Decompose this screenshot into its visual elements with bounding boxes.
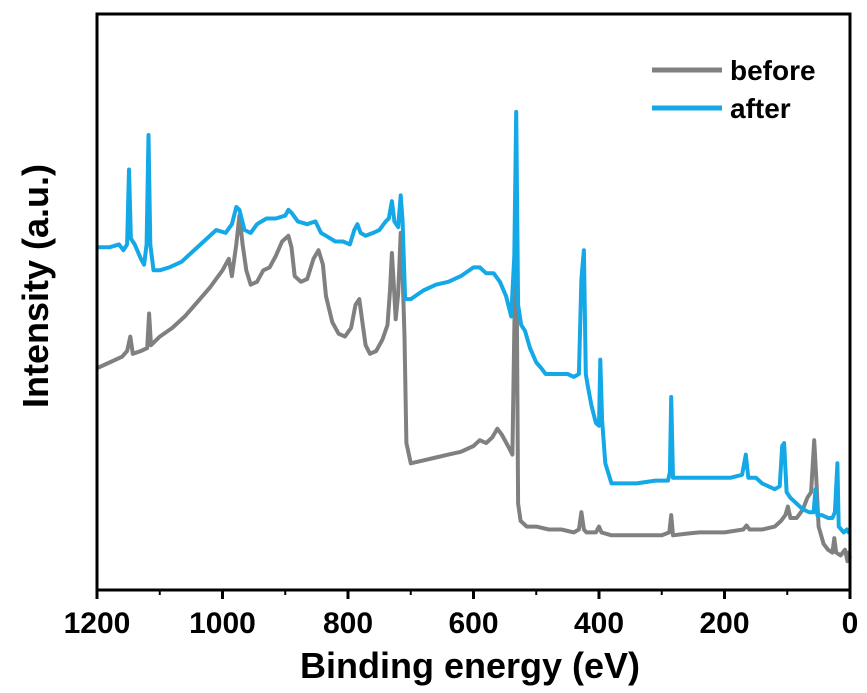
y-axis-title: Intensity (a.u.) bbox=[15, 164, 56, 408]
x-tick-label: 0 bbox=[842, 607, 859, 640]
legend: before after bbox=[652, 55, 816, 124]
x-tick-label: 600 bbox=[448, 607, 498, 640]
x-tick-label: 400 bbox=[574, 607, 624, 640]
series-line-before bbox=[96, 207, 852, 564]
legend-label-before: before bbox=[730, 55, 816, 86]
series-line-after bbox=[97, 109, 851, 535]
x-tick-label: 1200 bbox=[64, 607, 131, 640]
series-layer bbox=[96, 109, 852, 564]
x-tick-label: 200 bbox=[699, 607, 749, 640]
x-axis-title: Binding energy (eV) bbox=[300, 645, 640, 686]
legend-label-after: after bbox=[730, 93, 791, 124]
x-tick-label: 800 bbox=[323, 607, 373, 640]
x-axis-ticks: 1200 1000 800 600 400 200 0 bbox=[64, 590, 859, 640]
x-tick-label: 1000 bbox=[189, 607, 256, 640]
